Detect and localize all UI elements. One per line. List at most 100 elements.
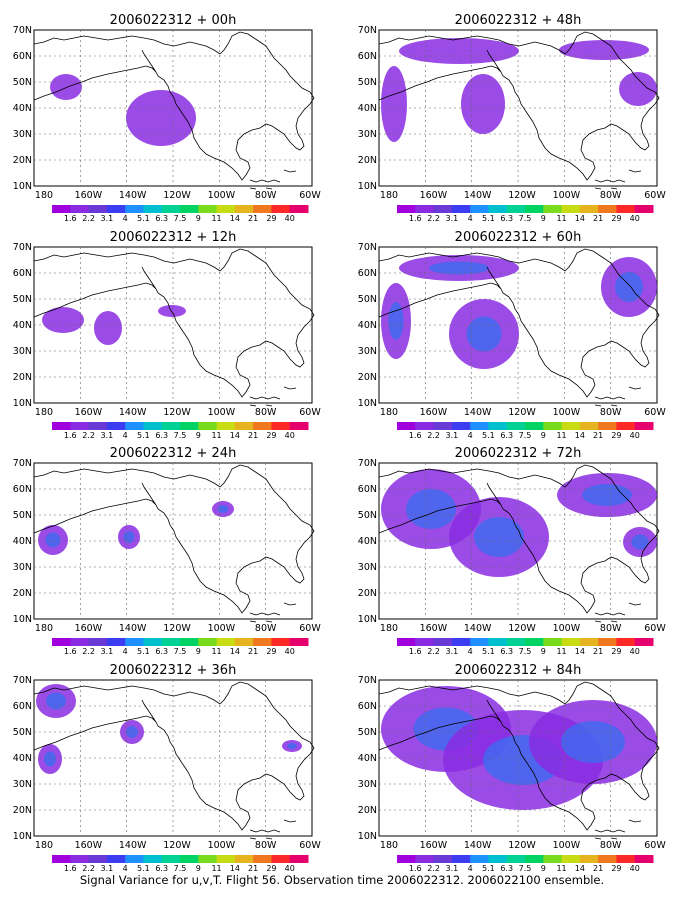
colorbar-swatch (616, 638, 636, 646)
colorbar-label: 1.6 (409, 214, 422, 223)
lat-tick-label: 30N (13, 129, 32, 140)
lat-tick-label: 60N (358, 51, 377, 62)
lon-tick-label: 180 (35, 407, 53, 418)
colorbar-label: 7.5 (519, 214, 532, 223)
panel-title: 2006022312 + 60h (455, 230, 582, 245)
colorbar-label: 29 (266, 864, 276, 873)
colorbar-swatch (70, 205, 90, 213)
colorbar-swatch (543, 855, 563, 863)
lat-tick-label: 70N (358, 25, 377, 36)
variance-blob (559, 40, 649, 60)
colorbar-label: 21 (593, 864, 603, 873)
lon-tick-label: 180 (35, 190, 53, 201)
colorbar-label: 1.6 (409, 431, 422, 440)
colorbar-swatch (488, 205, 508, 213)
variance-blob (50, 74, 82, 100)
colorbar-label: 11 (556, 864, 566, 873)
colorbar-swatch (397, 855, 416, 863)
colorbar-label: 5.1 (482, 214, 495, 223)
colorbar-swatch (88, 638, 108, 646)
colorbar-swatch (433, 638, 453, 646)
lat-tick-label: 60N (358, 484, 377, 495)
lon-tick-label: 80W (600, 840, 622, 851)
lon-tick-label: 100W (208, 190, 236, 201)
lat-tick-label: 60N (358, 701, 377, 712)
lon-tick-label: 100W (553, 190, 581, 201)
colorbar-swatch (106, 855, 126, 863)
colorbar-label: 14 (575, 864, 585, 873)
lat-tick-label: 60N (13, 701, 32, 712)
colorbar-swatch (415, 205, 435, 213)
lat-tick-label: 70N (358, 458, 377, 469)
lat-tick-label: 50N (358, 294, 377, 305)
colorbar-label: 3.1 (100, 431, 113, 440)
colorbar-swatch (488, 422, 508, 430)
colorbar-label: 11 (556, 431, 566, 440)
colorbar-label: 2.2 (82, 864, 95, 873)
colorbar-swatch (525, 855, 544, 863)
colorbar-label: 3.1 (100, 214, 113, 223)
lat-tick-label: 70N (13, 675, 32, 686)
lon-tick-label: 180 (380, 840, 398, 851)
lon-tick-label: 160W (75, 623, 103, 634)
colorbar-label: 21 (593, 214, 603, 223)
colorbar-swatch (52, 205, 71, 213)
colorbar-swatch (125, 638, 144, 646)
colorbar-label: 29 (611, 214, 621, 223)
colorbar-swatch (161, 205, 181, 213)
colorbar-label: 9 (541, 431, 546, 440)
lon-tick-label: 120W (508, 623, 536, 634)
colorbar-swatch (506, 638, 526, 646)
lon-tick-label: 120W (508, 840, 536, 851)
colorbar-swatch (289, 855, 309, 863)
colorbar: 1.6 2.2 3.1 4 5.1 6.3 7.5 9 11 14 21 29 40 (397, 205, 654, 223)
colorbar-label: 1.6 (409, 864, 422, 873)
colorbar-swatch (253, 638, 272, 646)
variance-blob-core (582, 484, 632, 506)
colorbar-swatch (125, 422, 144, 430)
lat-tick-label: 50N (13, 727, 32, 738)
colorbar-label: 6.3 (500, 214, 513, 223)
panel-title: 2006022312 + 24h (110, 446, 237, 461)
colorbar-swatch (289, 205, 309, 213)
colorbar-swatch (561, 855, 581, 863)
variance-blob (94, 311, 122, 345)
colorbar-swatch (470, 205, 489, 213)
lat-tick-label: 30N (358, 779, 377, 790)
colorbar-label: 3.1 (100, 864, 113, 873)
colorbar-swatch (289, 638, 309, 646)
colorbar-label: 11 (211, 647, 221, 656)
map-panel: 2006022312 + 24h 10N 20N 30N 40N 50N 60N 70N 180… (13, 446, 322, 656)
variance-blob (461, 74, 505, 134)
variance-blob (381, 66, 407, 142)
lon-tick-label: 60W (299, 190, 321, 201)
colorbar-label: 1.6 (64, 864, 77, 873)
colorbar-swatch (616, 422, 636, 430)
lon-tick-label: 80W (600, 623, 622, 634)
colorbar-label: 9 (196, 214, 201, 223)
lon-tick-label: 180 (35, 840, 53, 851)
colorbar-label: 2.2 (427, 647, 440, 656)
colorbar-label: 9 (196, 647, 201, 656)
lon-tick-label: 140W (464, 623, 492, 634)
colorbar-swatch (543, 638, 563, 646)
lon-tick-label: 120W (163, 407, 191, 418)
colorbar-swatch (198, 205, 218, 213)
colorbar-swatch (161, 638, 181, 646)
colorbar-swatch (451, 855, 471, 863)
lon-tick-label: 180 (35, 623, 53, 634)
colorbar-label: 3.1 (445, 647, 458, 656)
colorbar-swatch (415, 638, 435, 646)
lon-tick-label: 160W (75, 840, 103, 851)
colorbar-swatch (616, 855, 636, 863)
colorbar-label: 5.1 (137, 647, 150, 656)
variance-field (381, 38, 657, 142)
colorbar-swatch (52, 855, 71, 863)
colorbar-swatch (143, 855, 163, 863)
lon-tick-label: 160W (420, 407, 448, 418)
lat-tick-label: 40N (358, 536, 377, 547)
colorbar-swatch (561, 205, 581, 213)
variance-blob (42, 307, 84, 333)
lat-tick-label: 40N (358, 320, 377, 331)
lat-tick-label: 20N (13, 588, 32, 599)
